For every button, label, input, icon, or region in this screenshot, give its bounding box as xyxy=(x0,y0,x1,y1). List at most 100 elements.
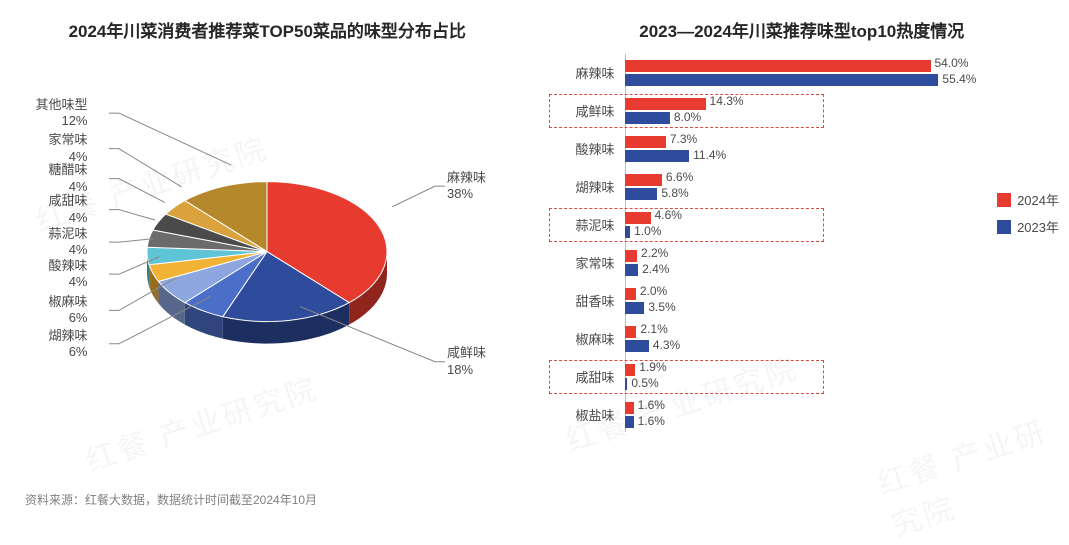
pie-label-pct: 4% xyxy=(48,210,87,226)
bar-value-2023: 55.4% xyxy=(942,72,976,86)
pie-label-pct: 6% xyxy=(48,344,87,360)
bar-row: 甜香味2.0%3.5% xyxy=(625,282,960,320)
bar-chart: 麻辣味54.0%55.4%咸鲜味14.3%8.0%酸辣味7.3%11.4%煳辣味… xyxy=(545,54,1060,454)
bar-2024 xyxy=(625,174,662,186)
legend-label: 2024年 xyxy=(1017,190,1059,209)
bar-2024 xyxy=(625,250,637,262)
pie-label: 椒麻味6% xyxy=(48,294,87,327)
bar-value-2023: 8.0% xyxy=(674,110,701,124)
source-note: 资料来源：红餐大数据，数据统计时间截至2024年10月 xyxy=(25,491,317,508)
pie-label: 酸辣味4% xyxy=(48,258,87,291)
pie-label-pct: 4% xyxy=(48,242,87,258)
pie-title: 2024年川菜消费者推荐菜TOP50菜品的味型分布占比 xyxy=(10,20,525,44)
bar-row: 煳辣味6.6%5.8% xyxy=(625,168,960,206)
pie-chart: 麻辣味38% 咸鲜味18% 煳辣味6%椒麻味6%酸辣味4%蒜泥味4%咸甜味4%糖醋味… xyxy=(10,54,525,434)
bar-value-2023: 2.4% xyxy=(642,262,669,276)
bar-row: 家常味2.2%2.4% xyxy=(625,244,960,282)
bar-track: 2.2% 2.4% xyxy=(625,244,960,282)
bar-category-label: 酸辣味 xyxy=(555,139,615,158)
bar-value-2024: 54.0% xyxy=(935,56,969,70)
bar-2023 xyxy=(625,74,939,86)
bar-2024 xyxy=(625,402,634,414)
bar-row: 咸甜味1.9%0.5% xyxy=(625,358,960,396)
bar-category-label: 甜香味 xyxy=(555,291,615,310)
bar-track: 6.6% 5.8% xyxy=(625,168,960,206)
bar-2023 xyxy=(625,378,628,390)
bar-value-2024: 1.9% xyxy=(639,360,666,374)
pie-label-pct: 6% xyxy=(48,310,87,326)
pie-panel: 2024年川菜消费者推荐菜TOP50菜品的味型分布占比 麻辣味38% 咸鲜味18%… xyxy=(0,0,535,522)
legend-swatch xyxy=(997,220,1011,234)
pie-label: 糖醋味4% xyxy=(48,162,87,195)
bar-2023 xyxy=(625,302,645,314)
bar-category-label: 家常味 xyxy=(555,253,615,272)
bar-value-2023: 0.5% xyxy=(631,376,658,390)
bar-title: 2023—2024年川菜推荐味型top10热度情况 xyxy=(545,20,1060,44)
bar-value-2023: 1.6% xyxy=(638,414,665,428)
bar-value-2024: 2.1% xyxy=(640,322,667,336)
bar-value-2024: 7.3% xyxy=(670,132,697,146)
bar-2023 xyxy=(625,340,649,352)
pie-label-pct: 18% xyxy=(447,362,486,378)
bar-2024 xyxy=(625,326,637,338)
bar-2024 xyxy=(625,60,931,72)
pie-label: 咸鲜味18% xyxy=(447,345,486,378)
bar-2023 xyxy=(625,226,631,238)
bar-value-2024: 2.2% xyxy=(641,246,668,260)
pie-label-pct: 4% xyxy=(48,274,87,290)
bar-category-label: 椒麻味 xyxy=(555,329,615,348)
bar-row: 咸鲜味14.3%8.0% xyxy=(625,92,960,130)
bar-value-2024: 1.6% xyxy=(638,398,665,412)
pie-label-pct: 12% xyxy=(35,113,87,129)
pie-svg xyxy=(127,151,407,371)
bar-2023 xyxy=(625,188,658,200)
bar-category-label: 麻辣味 xyxy=(555,63,615,82)
bar-category-label: 咸鲜味 xyxy=(555,101,615,120)
bar-track: 1.9% 0.5% xyxy=(625,358,960,396)
bar-row: 蒜泥味4.6%1.0% xyxy=(625,206,960,244)
bar-legend: 2024年 2023年 xyxy=(997,190,1059,244)
pie-label: 蒜泥味4% xyxy=(48,226,87,259)
legend-label: 2023年 xyxy=(1017,217,1059,236)
bar-row: 麻辣味54.0%55.4% xyxy=(625,54,960,92)
bar-category-label: 煳辣味 xyxy=(555,177,615,196)
bar-value-2023: 1.0% xyxy=(634,224,661,238)
pie-label-pct: 4% xyxy=(48,179,87,195)
bar-2024 xyxy=(625,212,651,224)
bar-row: 酸辣味7.3%11.4% xyxy=(625,130,960,168)
bar-category-label: 咸甜味 xyxy=(555,367,615,386)
pie-label-pct: 4% xyxy=(48,149,87,165)
bar-value-2023: 4.3% xyxy=(653,338,680,352)
bar-track: 7.3% 11.4% xyxy=(625,130,960,168)
bar-category-label: 椒盐味 xyxy=(555,405,615,424)
bar-track: 1.6% 1.6% xyxy=(625,396,960,434)
bar-track: 14.3% 8.0% xyxy=(625,92,960,130)
pie-label: 咸甜味4% xyxy=(48,193,87,226)
bar-track: 54.0%55.4% xyxy=(625,54,960,92)
bar-track: 4.6% 1.0% xyxy=(625,206,960,244)
bar-value-2024: 4.6% xyxy=(655,208,682,222)
bar-2024 xyxy=(625,136,666,148)
bar-value-2023: 11.4% xyxy=(693,148,726,162)
bar-row: 椒麻味2.1%4.3% xyxy=(625,320,960,358)
bar-2023 xyxy=(625,112,670,124)
legend-item-2023: 2023年 xyxy=(997,217,1059,236)
bar-2024 xyxy=(625,98,706,110)
bar-category-label: 蒜泥味 xyxy=(555,215,615,234)
bar-2024 xyxy=(625,288,636,300)
legend-swatch xyxy=(997,193,1011,207)
bar-value-2024: 14.3% xyxy=(710,94,744,108)
bar-value-2024: 6.6% xyxy=(666,170,693,184)
bar-2024 xyxy=(625,364,636,376)
pie-label: 煳辣味6% xyxy=(48,328,87,361)
pie-label: 麻辣味38% xyxy=(447,170,486,203)
bar-value-2023: 5.8% xyxy=(661,186,688,200)
bar-2023 xyxy=(625,150,690,162)
bar-2023 xyxy=(625,416,634,428)
bar-row: 椒盐味1.6%1.6% xyxy=(625,396,960,434)
bar-panel: 2023—2024年川菜推荐味型top10热度情况 麻辣味54.0%55.4%咸… xyxy=(535,0,1069,522)
bar-value-2024: 2.0% xyxy=(640,284,667,298)
pie-label-pct: 38% xyxy=(447,186,486,202)
bar-track: 2.0%3.5% xyxy=(625,282,960,320)
bar-2023 xyxy=(625,264,639,276)
